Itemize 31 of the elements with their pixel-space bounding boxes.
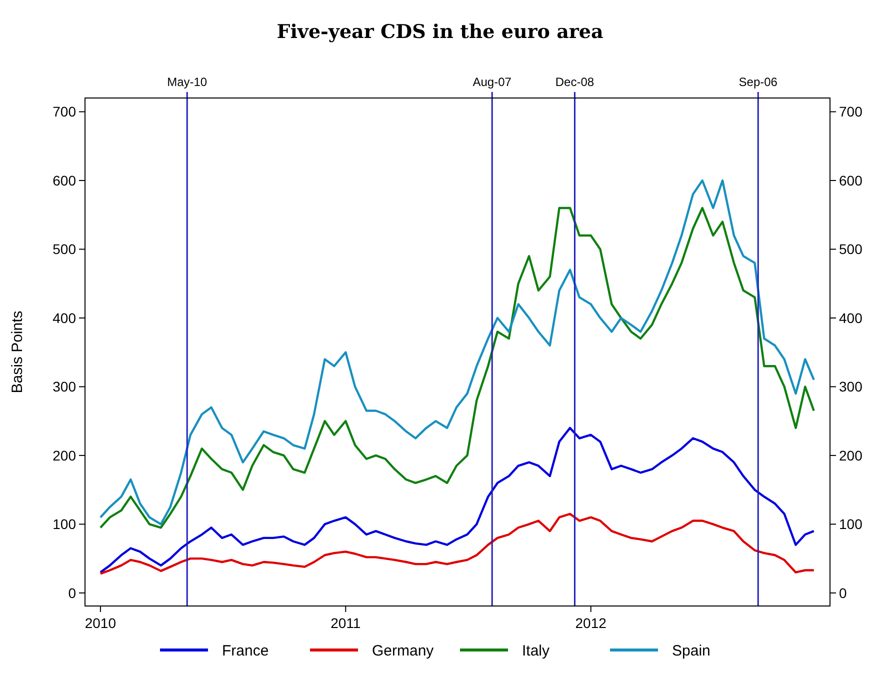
y-tick-label: 400 [52,310,76,326]
ref-line-label: Dec-08 [555,75,594,89]
y2-tick-label: 200 [839,447,863,464]
legend-label: France [222,642,269,660]
y2-tick-label: 700 [839,104,863,120]
y2-tick-label: 300 [839,378,863,395]
y-tick-label: 300 [52,378,76,395]
y-axis-title: Basis Points [9,310,26,394]
x-tick-label: 2010 [84,615,116,631]
x-tick-label: 2012 [575,615,607,631]
y-tick-label: 0 [68,584,76,601]
y2-tick-label: 0 [839,584,847,601]
legend-label: Italy [522,642,550,660]
ref-line-label: Sep-06 [738,75,778,89]
y2-tick-label: 100 [839,516,863,532]
x-tick-label: 2011 [330,615,361,631]
y-tick-label: 600 [52,172,76,188]
y2-tick-label: 600 [839,172,863,188]
legend-label: Spain [672,642,710,660]
ref-line-label: May-10 [167,75,208,89]
y2-tick-label: 500 [839,241,863,258]
ref-line-label: Aug-07 [472,75,512,89]
line-series [99,512,815,575]
chart-title: Five-year CDS in the euro area [276,21,604,43]
legend-label: Germany [372,642,434,660]
line-series [99,426,815,574]
y2-tick-label: 400 [839,310,863,326]
y-tick-label: 100 [52,516,76,532]
y-tick-label: 200 [52,447,76,464]
y-tick-label: 500 [52,241,76,258]
y-tick-label: 700 [52,104,76,120]
